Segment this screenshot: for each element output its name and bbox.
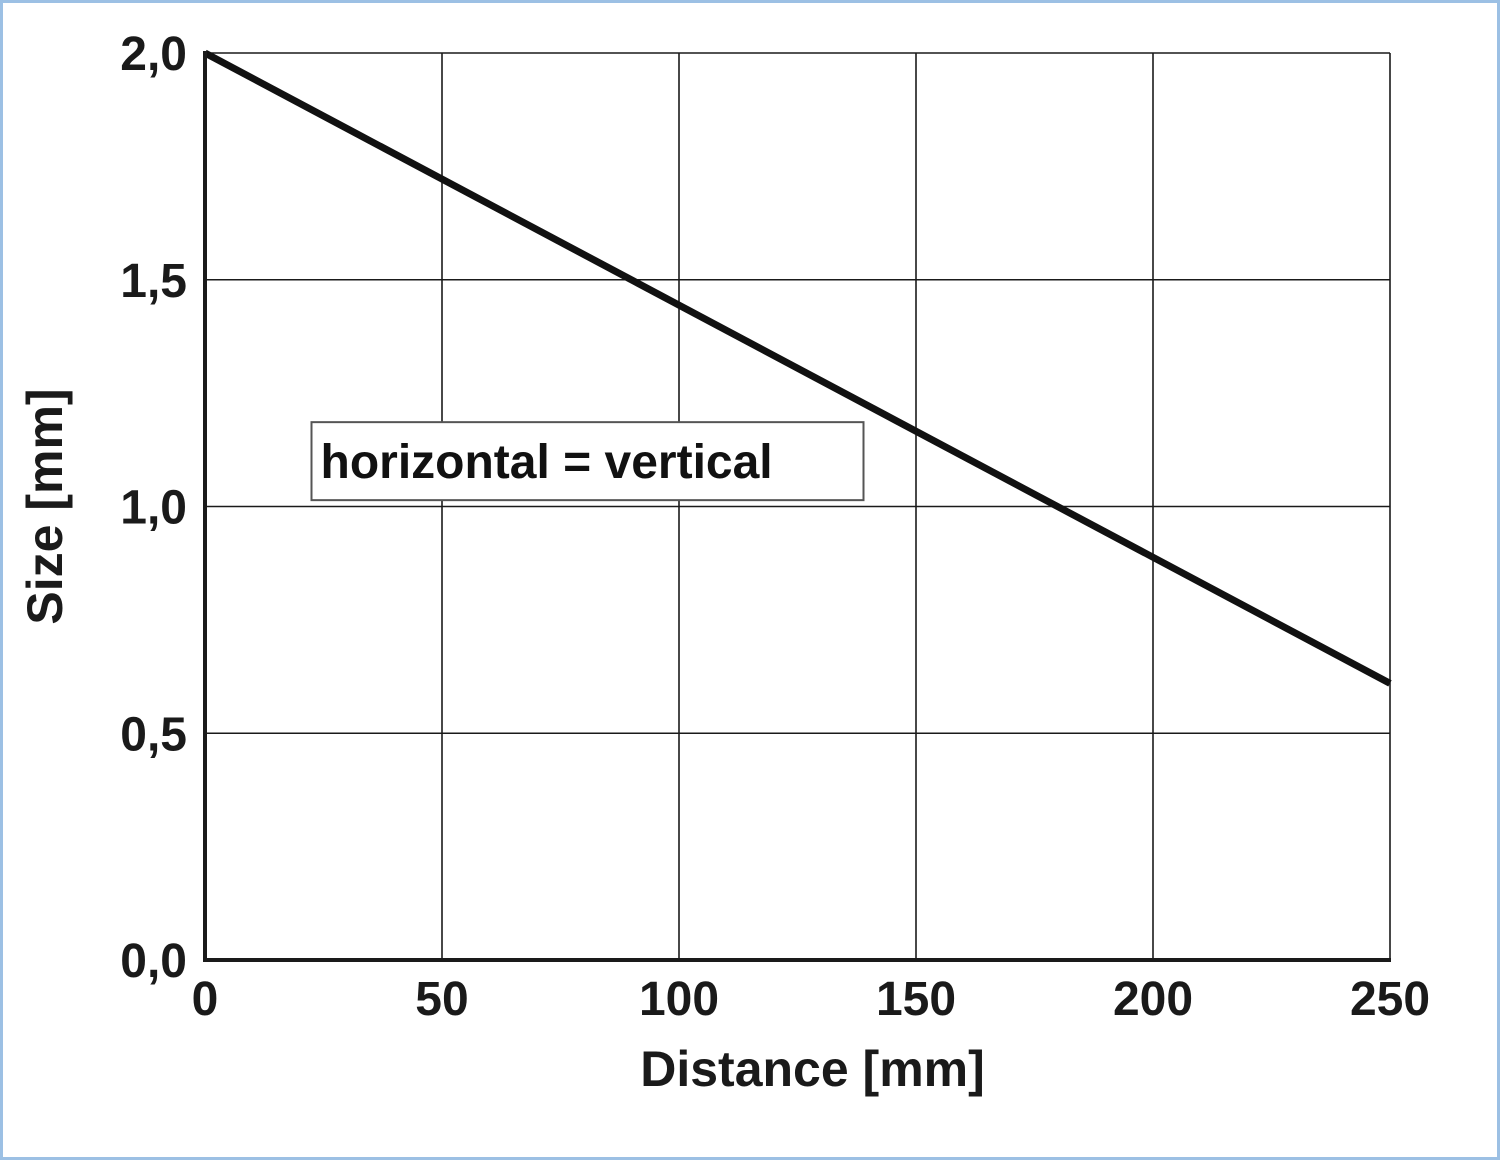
- series-line: [203, 49, 1392, 687]
- y-tick-labels: 0,0 0,5 1,0 1,5 2,0: [120, 28, 187, 988]
- x-tick-label: 250: [1350, 973, 1430, 1026]
- x-axis-title: Distance [mm]: [640, 1041, 985, 1097]
- y-tick-label: 1,0: [120, 482, 187, 535]
- annotation-label: horizontal = vertical: [321, 436, 773, 489]
- axes: [203, 51, 1391, 962]
- annotations: horizontal = vertical: [310, 421, 865, 502]
- y-tick-label: 1,5: [120, 255, 187, 308]
- x-tick-label: 0: [192, 973, 219, 1026]
- y-axis-title: Size [mm]: [17, 388, 73, 624]
- y-tick-label: 0,5: [120, 708, 187, 761]
- x-tick-label: 200: [1113, 973, 1193, 1026]
- y-tick-label: 2,0: [120, 28, 187, 81]
- x-tick-label: 150: [876, 973, 956, 1026]
- grid-lines: [204, 52, 1391, 961]
- series-lines: [203, 49, 1392, 687]
- annotation-box: [310, 421, 865, 502]
- y-tick-label: 0,0: [120, 935, 187, 988]
- x-tick-label: 100: [639, 973, 719, 1026]
- x-tick-label: 50: [415, 973, 468, 1026]
- x-tick-labels: 0 50 100 150 200 250: [192, 973, 1430, 1026]
